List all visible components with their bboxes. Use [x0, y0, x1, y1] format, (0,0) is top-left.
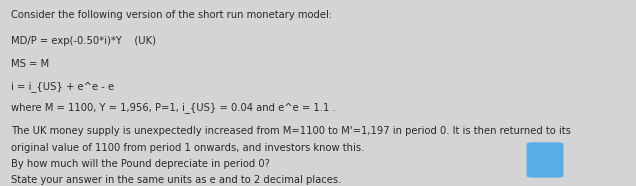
Text: MS = M: MS = M — [11, 59, 50, 69]
Text: MD/P = exp(-0.50*i)*Y    (UK): MD/P = exp(-0.50*i)*Y (UK) — [11, 36, 156, 46]
Text: Consider the following version of the short run monetary model:: Consider the following version of the sh… — [11, 9, 333, 20]
Text: where M = 1100, Y = 1,956, P=1, i_{US} = 0.04 and e^e = 1.1 .: where M = 1100, Y = 1,956, P=1, i_{US} =… — [11, 102, 336, 113]
Text: The UK money supply is unexpectedly increased from M=1100 to M'=1,197 in period : The UK money supply is unexpectedly incr… — [11, 126, 571, 136]
FancyBboxPatch shape — [527, 142, 563, 178]
Text: original value of 1100 from period 1 onwards, and investors know this.: original value of 1100 from period 1 onw… — [11, 142, 365, 153]
Text: By how much will the Pound depreciate in period 0?: By how much will the Pound depreciate in… — [11, 159, 270, 169]
Text: i = i_{US} + e^e - e: i = i_{US} + e^e - e — [11, 81, 114, 92]
Text: State your answer in the same units as e and to 2 decimal places.: State your answer in the same units as e… — [11, 175, 342, 185]
